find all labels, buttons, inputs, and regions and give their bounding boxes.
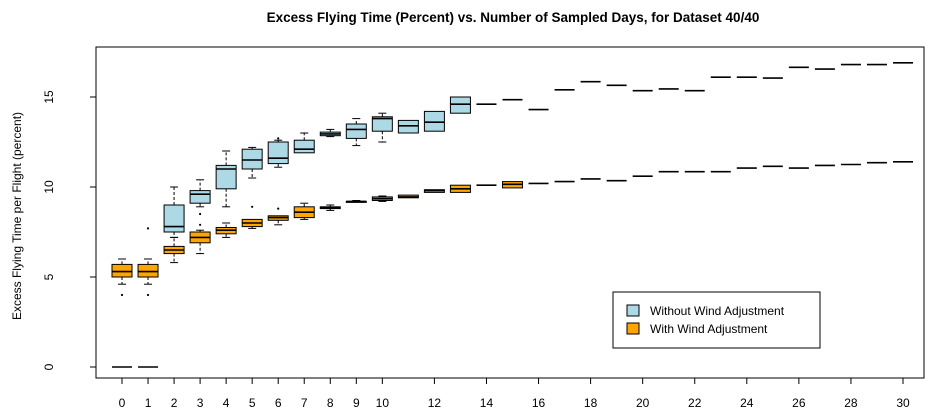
x-tick-label-24: 24: [740, 396, 754, 410]
x-tick-label-26: 26: [792, 396, 806, 410]
box-series: [111, 61, 913, 368]
x-tick-label-8: 8: [327, 396, 334, 410]
y-tick-label-5: 5: [42, 273, 56, 280]
box-x11: [397, 119, 419, 134]
box-x7: [293, 132, 315, 154]
box-x13: [449, 96, 471, 114]
legend-frame: [612, 291, 821, 349]
x-tick-label-30: 30: [896, 396, 910, 410]
outlier-0: [199, 212, 202, 216]
box-body: [241, 148, 263, 170]
box-x6: [267, 137, 289, 168]
x-axis: 0 1 2 3 4 5 6 7 8 9 10 12 14 16 18 20 22 24 26 28 30: [119, 377, 910, 410]
box-x11: [397, 194, 419, 199]
x-tick-label-6: 6: [275, 396, 282, 410]
box-x3: [189, 223, 211, 255]
box-x15: [502, 181, 523, 189]
box-x12: [423, 189, 445, 193]
outlier-1: [146, 227, 150, 230]
box-x8: [319, 204, 341, 211]
outlier-0: [199, 223, 202, 226]
box-x13: [449, 184, 471, 193]
series-without-wind: [112, 61, 913, 368]
box-x4: [215, 150, 237, 208]
x-tick-label-4: 4: [223, 396, 230, 410]
legend-swatch-with: [626, 322, 640, 335]
y-tick-label-15: 15: [42, 90, 56, 104]
box-body: [111, 263, 133, 278]
box-x5: [241, 205, 263, 229]
box-body: [267, 141, 289, 165]
box-body: [189, 190, 211, 204]
y-tick-label-10: 10: [42, 180, 56, 194]
x-tick-label-14: 14: [480, 396, 494, 410]
box-body: [293, 139, 315, 154]
x-tick-label-1: 1: [145, 396, 152, 410]
x-tick-label-10: 10: [376, 396, 390, 410]
box-x8: [319, 128, 341, 138]
x-tick-label-7: 7: [301, 396, 308, 410]
y-axis: 0 5 10 15: [42, 90, 97, 370]
box-body: [423, 110, 445, 132]
box-x7: [293, 202, 315, 220]
y-tick-label-0: 0: [42, 363, 56, 370]
box-x4: [215, 222, 237, 238]
x-tick-label-16: 16: [532, 396, 546, 410]
box-body: [449, 96, 471, 114]
chart-title: Excess Flying Time (Percent) vs. Number …: [267, 10, 760, 25]
legend: Without Wind Adjustment With Wind Adjust…: [612, 291, 821, 349]
x-tick-label-5: 5: [249, 396, 256, 410]
box-body: [163, 204, 185, 233]
x-tick-label-22: 22: [688, 396, 702, 410]
box-x3: [189, 179, 211, 216]
legend-label-with: With Wind Adjustment: [650, 322, 768, 336]
box-body: [345, 123, 367, 139]
series-with-wind: [111, 161, 913, 297]
box-x9: [345, 200, 367, 203]
x-tick-label-20: 20: [636, 396, 650, 410]
legend-label-without: Without Wind Adjustment: [650, 304, 785, 318]
box-x1: [137, 227, 159, 297]
box-x2: [163, 186, 185, 238]
outlier-0: [120, 293, 124, 297]
x-tick-label-12: 12: [428, 396, 442, 410]
y-axis-label: Excess Flying Time per Flight (percent): [10, 112, 24, 320]
outlier-0: [277, 137, 280, 140]
box-body: [215, 164, 237, 190]
box-x9: [345, 118, 367, 147]
box-body: [137, 263, 159, 278]
outlier-0: [277, 207, 280, 210]
x-tick-label-9: 9: [353, 396, 360, 410]
box-body: [371, 116, 393, 132]
x-tick-label-2: 2: [171, 396, 178, 410]
box-x10: [371, 195, 393, 202]
outlier-0: [251, 205, 254, 208]
outlier-0: [146, 293, 150, 297]
box-x5: [241, 146, 263, 179]
box-x6: [267, 207, 289, 226]
x-tick-label-28: 28: [844, 396, 858, 410]
x-tick-label-3: 3: [197, 396, 204, 410]
box-x10: [371, 112, 393, 143]
box-x0: [111, 258, 133, 297]
x-tick-label-0: 0: [119, 396, 126, 410]
legend-swatch-without: [626, 304, 640, 317]
box-x12: [423, 110, 445, 132]
x-tick-label-18: 18: [584, 396, 598, 410]
box-x2: [163, 236, 185, 264]
box-body: [397, 119, 419, 134]
